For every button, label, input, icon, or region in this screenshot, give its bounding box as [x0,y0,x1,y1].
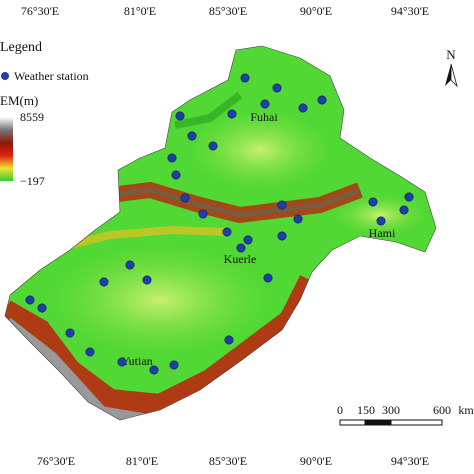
lon-label: 94°30'E [391,4,429,18]
weather-station [399,205,409,215]
weather-station [404,192,414,202]
weather-station [222,227,232,237]
weather-station [263,273,273,283]
weather-station [224,335,234,345]
compass-label: N [446,47,456,62]
scale-label: 150 [357,403,375,417]
weather-station [99,277,109,287]
legend-station-label: Weather station [14,69,89,83]
scale-bar [339,419,443,426]
weather-station [260,99,270,109]
lon-label: 85°30'E [209,454,247,468]
weather-station [65,328,75,338]
place-label: Kuerle [224,252,257,266]
scale-label: 0 [337,403,343,417]
weather-station [149,365,159,375]
weather-station [277,231,287,241]
lon-label: 85°30'E [209,4,247,18]
weather-station [272,83,282,93]
compass-arrow [445,64,451,86]
scale-unit: km [458,403,474,417]
weather-station [236,243,246,253]
lon-label: 94°30'E [391,454,429,468]
weather-station [240,73,250,83]
lon-label: 81°0'E [124,4,156,18]
weather-station [227,109,237,119]
lon-label: 76°30'E [21,4,59,18]
dem-min: −197 [20,174,45,188]
weather-station [175,111,185,121]
weather-station [317,95,327,105]
weather-station [277,200,287,210]
lon-label: 81°0'E [126,454,158,468]
lon-label: 90°0'E [300,4,332,18]
dem-max: 8559 [20,110,44,124]
weather-station [142,275,152,285]
weather-station [85,347,95,357]
weather-station [198,209,208,219]
legend-station-marker [1,72,9,80]
region-outline [4,45,437,421]
place-label: Yutian [121,354,152,368]
weather-station [25,295,35,305]
dem-colorbar [0,117,13,181]
lon-label: 90°0'E [300,454,332,468]
weather-station [243,235,253,245]
compass-arrow [450,63,458,88]
weather-station [187,131,197,141]
weather-station [125,260,135,270]
weather-station [293,214,303,224]
weather-station [167,153,177,163]
scale-label: 300 [382,403,400,417]
dem-title: EM(m) [0,93,38,108]
weather-station [117,357,127,367]
weather-station [169,360,179,370]
scale-label: 600 [433,403,451,417]
legend-title: Legend [0,40,42,55]
weather-station [208,141,218,151]
weather-station [37,303,47,313]
place-label: Hami [369,226,396,240]
place-label: Fuhai [250,110,278,124]
weather-station [298,103,308,113]
weather-station [376,216,386,226]
weather-station [171,170,181,180]
lon-label: 76°30'E [37,454,75,468]
weather-station [368,197,378,207]
weather-station [180,193,190,203]
